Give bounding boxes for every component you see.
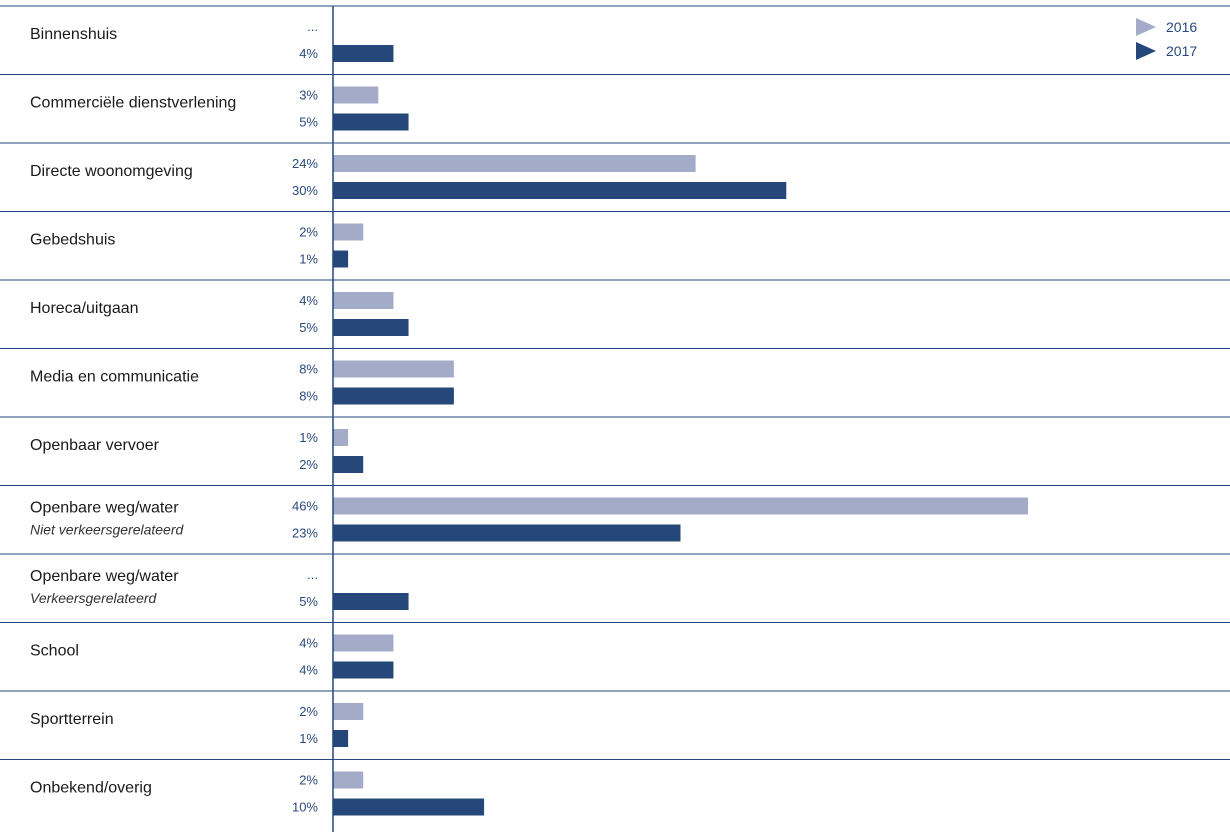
category-sublabel: Niet verkeersgerelateerd [30,522,185,538]
bar-2016 [333,155,696,172]
value-label-2016: 46% [292,499,318,514]
category-label: Media en communicatie [30,369,199,386]
bar-2017 [333,319,409,336]
bar-2016 [333,771,364,789]
value-label-2016: 4% [299,293,318,308]
bar-2017 [333,45,394,62]
category-label: Onbekend/overig [30,780,152,797]
bar-2016 [333,360,454,378]
value-label-2017: 4% [299,663,318,678]
legend-marker-2016 [1136,18,1156,36]
value-label-2016: ... [307,19,318,34]
category-label: Openbare weg/water [30,500,179,517]
value-label-2016: 4% [299,636,318,651]
category-label: School [30,643,79,660]
value-label-2016: ... [307,567,318,582]
bar-2017 [333,593,409,610]
value-label-2016: 8% [299,362,318,377]
value-label-2016: 1% [299,430,318,445]
category-label: Openbaar vervoer [30,437,160,454]
legend-marker-2017 [1136,42,1156,60]
value-label-2017: 5% [299,594,318,609]
category-label: Directe woonomgeving [30,163,193,180]
value-label-2016: 2% [299,225,318,240]
bar-2017 [333,456,364,473]
bar-2017 [333,798,485,816]
legend-label-2016: 2016 [1166,19,1197,35]
bar-2017 [333,387,454,405]
bar-2016 [333,86,379,104]
value-label-2017: 8% [299,389,318,404]
value-label-2017: 30% [292,183,318,198]
value-label-2017: 5% [299,115,318,130]
value-label-2016: 24% [292,156,318,171]
value-label-2017: 2% [299,457,318,472]
category-label: Horeca/uitgaan [30,300,139,317]
bar-2017 [333,661,394,679]
category-label: Commerciële dienstverlening [30,95,236,112]
bar-2016 [333,497,1028,515]
category-sublabel: Verkeersgerelateerd [30,590,158,606]
bar-2017 [333,113,409,131]
value-label-2016: 2% [299,704,318,719]
bar-2016 [333,223,364,241]
value-label-2017: 1% [299,731,318,746]
value-label-2017: 1% [299,252,318,267]
bar-2016 [333,429,349,446]
value-label-2017: 10% [292,800,318,815]
value-label-2017: 23% [292,526,318,541]
bar-2016 [333,292,394,309]
category-label: Gebedshuis [30,232,115,249]
category-label: Sportterrein [30,711,114,728]
bar-2016 [333,634,394,652]
bar-2017 [333,182,787,199]
category-label: Binnenshuis [30,26,117,43]
value-label-2017: 4% [299,46,318,61]
value-label-2016: 2% [299,773,318,788]
value-label-2016: 3% [299,88,318,103]
legend-label-2017: 2017 [1166,43,1197,59]
bar-2017 [333,250,349,268]
bar-2017 [333,730,349,747]
category-label: Openbare weg/water [30,568,179,585]
bar-2017 [333,524,681,542]
bar-2016 [333,703,364,720]
value-label-2017: 5% [299,320,318,335]
